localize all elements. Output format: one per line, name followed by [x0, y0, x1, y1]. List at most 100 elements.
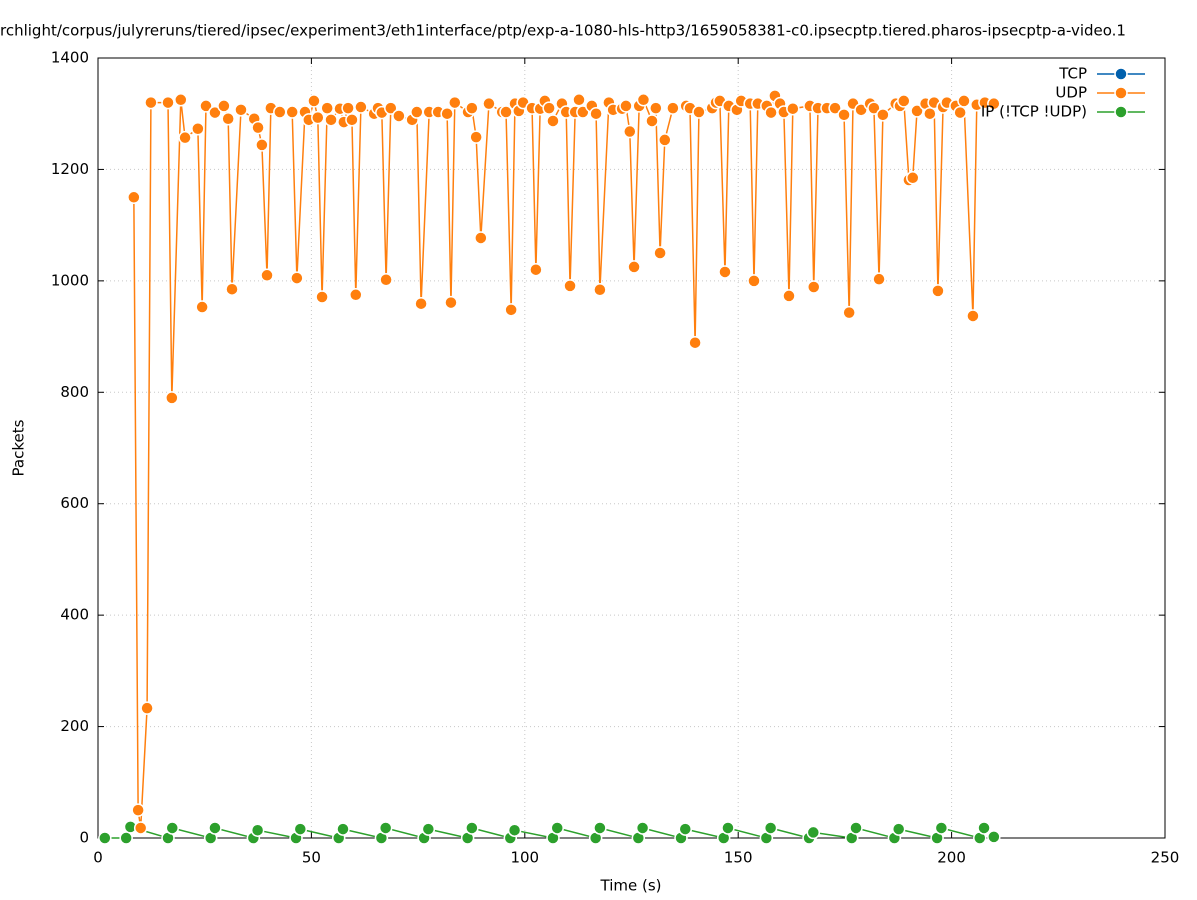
data-point — [718, 265, 732, 279]
data-point — [384, 101, 398, 115]
data-point — [234, 103, 248, 117]
data-point — [290, 271, 304, 285]
data-point — [842, 305, 856, 320]
data-point — [410, 105, 424, 119]
data-point — [225, 282, 239, 296]
legend-label: IP (!TCP !UDP) — [981, 103, 1087, 121]
data-point — [623, 124, 637, 139]
data-point — [354, 100, 368, 114]
legend-marker — [1114, 67, 1128, 81]
data-point — [782, 289, 796, 303]
x-tick-label: 250 — [1151, 849, 1180, 867]
data-point — [469, 130, 483, 144]
data-point — [320, 101, 334, 115]
data-point — [208, 105, 222, 120]
data-point — [273, 105, 287, 119]
data-point — [806, 280, 821, 294]
data-point — [593, 283, 607, 297]
data-point — [379, 272, 393, 287]
data-point — [504, 303, 518, 317]
data-point — [645, 114, 659, 128]
x-tick-label: 100 — [510, 849, 539, 867]
data-point — [507, 823, 522, 837]
data-point — [392, 109, 406, 123]
data-point — [499, 105, 513, 119]
data-point — [786, 101, 800, 116]
data-point — [529, 262, 543, 277]
data-point — [953, 105, 967, 120]
data-point — [563, 279, 577, 293]
data-point — [763, 821, 778, 835]
data-point — [119, 831, 133, 845]
data-point — [619, 99, 633, 113]
data-point — [849, 821, 863, 835]
y-tick-label: 200 — [60, 717, 89, 735]
data-point — [165, 821, 180, 835]
data-point — [341, 101, 355, 115]
data-point — [260, 268, 274, 283]
legend-label: TCP — [1058, 65, 1087, 83]
data-point — [140, 701, 154, 715]
data-point — [474, 231, 488, 245]
data-point — [653, 246, 667, 260]
data-point — [910, 104, 924, 118]
data-point — [465, 101, 479, 115]
data-point — [867, 101, 881, 115]
data-point — [250, 823, 265, 837]
legend-marker — [1114, 86, 1128, 100]
x-tick-label: 0 — [93, 849, 103, 867]
y-tick-label: 1200 — [51, 160, 89, 178]
data-point — [127, 190, 141, 205]
data-point — [636, 93, 651, 107]
data-point — [550, 821, 564, 835]
data-point — [133, 821, 148, 835]
y-tick-label: 800 — [60, 383, 89, 401]
y-axis-label: Packets — [10, 419, 28, 476]
data-point — [465, 821, 479, 835]
x-tick-label: 200 — [937, 849, 966, 867]
data-point — [987, 96, 1001, 111]
chart-title: rchlight/corpus/julyreruns/tiered/ipsec/… — [0, 22, 1126, 40]
data-point — [165, 391, 179, 405]
data-point — [199, 99, 213, 113]
data-point — [255, 138, 269, 152]
data-point — [589, 106, 603, 121]
data-point — [721, 821, 735, 835]
data-point — [315, 290, 329, 304]
x-axis-label: Time (s) — [600, 877, 662, 895]
data-point — [311, 110, 325, 125]
plot-frame — [97, 57, 1166, 839]
data-point — [144, 95, 158, 110]
data-point — [378, 821, 393, 835]
data-point — [906, 171, 920, 185]
data-point — [666, 101, 680, 115]
data-point — [764, 105, 778, 120]
data-point — [546, 114, 560, 128]
data-point — [957, 94, 971, 108]
data-point — [161, 95, 175, 110]
data-point — [688, 335, 702, 350]
data-point — [448, 95, 462, 110]
data-point — [444, 295, 458, 310]
data-point — [208, 821, 222, 835]
data-point — [221, 111, 235, 126]
data-point — [891, 822, 906, 836]
data-point — [440, 106, 454, 121]
x-tick-label: 150 — [724, 849, 753, 867]
y-tick-label: 1400 — [51, 49, 89, 67]
data-point — [324, 113, 338, 127]
data-point — [658, 133, 672, 147]
data-point — [98, 831, 112, 845]
data-point — [414, 296, 428, 311]
data-point — [872, 272, 886, 286]
data-point — [572, 93, 586, 107]
data-point — [542, 101, 556, 115]
data-point — [649, 101, 663, 115]
data-point — [828, 101, 842, 115]
data-point — [593, 821, 607, 835]
data-point — [131, 803, 145, 817]
data-point — [837, 108, 851, 122]
data-point — [336, 822, 350, 836]
data-point — [217, 99, 231, 113]
